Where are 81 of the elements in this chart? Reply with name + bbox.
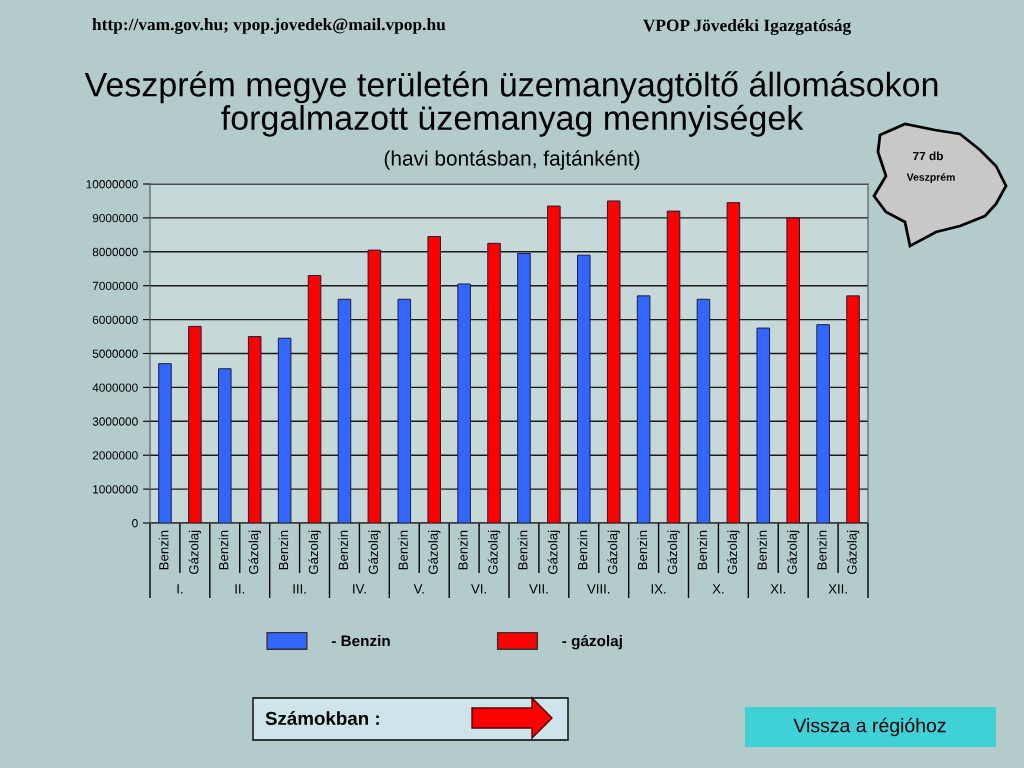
text: Veszprém [906, 173, 955, 183]
text: X. [712, 584, 724, 594]
text: VII. [529, 584, 548, 594]
x-tick-label: Benzin [338, 530, 348, 570]
x-tick-label: Benzin [637, 530, 648, 570]
legend-label: - gázolaj [562, 634, 622, 650]
text: I. [177, 584, 183, 594]
bar [666, 210, 681, 523]
text: IV. [353, 584, 366, 594]
bar [367, 249, 382, 523]
text: IX. [651, 584, 666, 594]
bar [337, 298, 352, 523]
x-tick-label: Benzin [697, 530, 707, 570]
x-tick-label: Gázolaj [248, 530, 261, 575]
text: II. [235, 584, 245, 594]
bar [457, 283, 471, 523]
text: III. [293, 584, 306, 594]
text: 77 db [913, 151, 943, 161]
y-tick-label: 3000000 [92, 417, 138, 426]
bar [726, 202, 741, 523]
y-tick-label: 10000000 [86, 180, 138, 189]
x-tick-label: Benzin [517, 530, 528, 570]
bar [218, 368, 232, 523]
y-tick-label: 4000000 [92, 383, 138, 392]
bar [307, 275, 322, 523]
text: XII. [828, 584, 847, 594]
x-tick-label: Benzin [218, 530, 229, 570]
text: VPOP Jövedéki Igazgatóság [643, 19, 851, 35]
bar [816, 324, 830, 523]
bar [606, 200, 621, 523]
text: VIII. [587, 584, 610, 594]
x-tick-label: Gázolaj [727, 530, 740, 575]
y-tick-label: 2000000 [92, 451, 138, 460]
x-tick-label: Benzin [457, 530, 468, 570]
bar [547, 205, 561, 523]
x-tick-label: Gázolaj [667, 530, 680, 575]
bar [427, 236, 441, 523]
x-tick-label: Gázolaj [846, 530, 860, 575]
text: VI. [471, 584, 486, 594]
bar [756, 327, 771, 523]
y-tick-label: 8000000 [92, 247, 138, 257]
x-tick-label: Gázolaj [607, 530, 620, 575]
bar [247, 336, 262, 523]
bar [786, 217, 800, 523]
text: V. [413, 584, 424, 594]
chart-subtitle: (havi bontásban, fajtánként) [384, 150, 640, 170]
x-tick-label: Benzin [398, 530, 408, 570]
y-tick-label: 1000000 [93, 485, 138, 494]
x-tick-label: Gázolaj [786, 530, 800, 575]
x-tick-label: Gázolaj [427, 530, 441, 575]
text: http://vam.gov.hu; vpop.jovedek@mail.vpop.hu [92, 18, 446, 34]
bar [397, 298, 412, 523]
y-tick-label: 5000000 [92, 349, 138, 358]
x-tick-label: Benzin [816, 530, 827, 570]
y-tick-label: 6000000 [92, 315, 138, 324]
bar [277, 337, 292, 523]
chart-title: Veszprém megye területén üzemanyagtöltő állomásokon forgalmazott üzemanyag mennyiségek [84, 71, 938, 137]
y-tick-label: 0 [132, 519, 138, 528]
x-tick-label: Gázolaj [188, 530, 202, 575]
text: XI. [770, 584, 786, 594]
y-tick-label: 7000000 [92, 281, 138, 291]
bar [158, 363, 172, 523]
bar [846, 295, 860, 523]
x-tick-label: Benzin [757, 530, 767, 570]
x-tick-label: Gázolaj [308, 530, 321, 575]
x-tick-label: Gázolaj [487, 530, 501, 575]
text: Vissza a régióhoz [793, 717, 946, 737]
legend-label: - Benzin [331, 635, 390, 647]
x-tick-label: Benzin [158, 530, 169, 570]
y-tick-label: 9000000 [92, 213, 138, 223]
x-tick-label: Gázolaj [547, 530, 561, 575]
x-tick-label: Benzin [577, 530, 588, 570]
bar [636, 295, 651, 523]
bar [487, 242, 501, 523]
bar [696, 298, 711, 523]
x-tick-label: Gázolaj [368, 530, 381, 575]
text: Számokban : [265, 711, 379, 726]
bar [188, 325, 202, 523]
x-tick-label: Benzin [278, 530, 289, 570]
bar [517, 253, 531, 523]
bar [577, 254, 591, 523]
